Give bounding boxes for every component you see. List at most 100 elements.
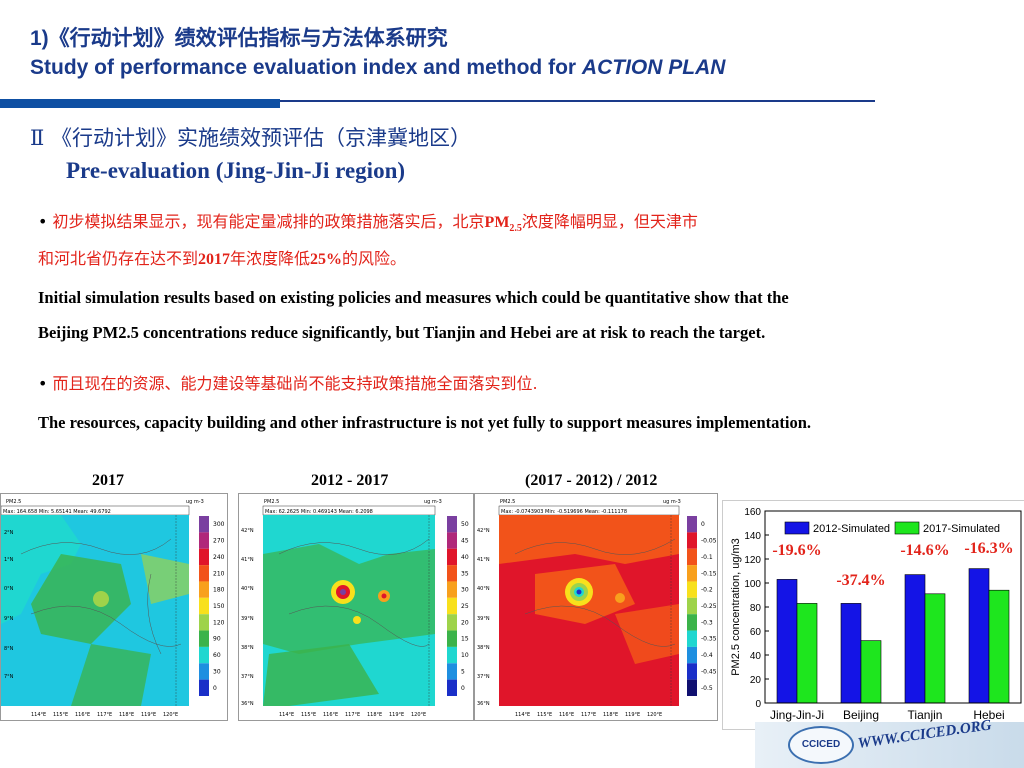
colorbar-swatch [687,565,697,582]
svg-text:39°N: 39°N [477,616,490,622]
colorbar-tick-label: -0.5 [701,685,713,692]
y-tick-label: 40 [750,651,762,662]
colorbar-tick-label: 60 [213,652,221,659]
svg-text:115°E: 115°E [537,712,552,718]
map-variable-label: PM2.5 [264,499,279,505]
colorbar-tick-label: -0.45 [701,668,717,675]
map-stats: Max: 62.2625 Min: 0.469143 Mean: 6.2098 [265,509,373,515]
svg-text:2°N: 2°N [4,530,14,536]
colorbar-swatch [447,597,457,615]
svg-text:120°E: 120°E [647,712,662,718]
logo-text: CCICED [801,739,841,750]
colorbar-tick-label: -0.05 [701,538,717,545]
colorbar-tick-label: 15 [461,636,469,643]
x-tick-label: Tianjin [908,708,943,722]
colorbar-relative: 0 -0.05 -0.1 -0.15 -0.2 -0.25 -0.3 -0.35 -0.4 -0.… [687,516,717,696]
y-tick-label: 20 [750,675,762,686]
colorbar-swatch [447,646,457,664]
colorbar-swatch [447,532,457,549]
map-panel-relative-change: PM2.5 ug m-3 Max: -0.0743903 Min: -0.519… [474,493,718,721]
svg-text:1°N: 1°N [4,557,14,563]
colorbar-tick-label: 180 [213,587,225,594]
colorbar-swatch [447,548,457,566]
bullet-1-en-line-1: Initial simulation results based on exis… [38,288,789,307]
svg-text:114°E: 114°E [279,712,294,718]
percent-change-annotation: -14.6% [900,542,949,559]
svg-text:41°N: 41°N [241,557,254,563]
legend-swatch [894,521,920,535]
svg-text:117°E: 117°E [97,712,112,718]
colorbar-tick-label: 30 [461,587,469,594]
colorbar-tick-label: 240 [213,554,225,561]
bullet-1-en-line-2: Beijing PM2.5 concentrations reduce sign… [38,323,766,342]
svg-text:39°N: 39°N [241,616,254,622]
svg-text:118°E: 118°E [119,712,134,718]
slide-title-en: Study of performance evaluation index an… [30,56,726,79]
colorbar-tick-label: -0.35 [701,636,717,643]
colorbar-swatch [199,532,209,549]
svg-text:8°N: 8°N [4,646,14,652]
chart-frame [764,510,1022,704]
map-relative-figure: PM2.5 ug m-3 Max: -0.0743903 Min: -0.519… [477,499,717,718]
bar-chart-panel: 0 20 40 60 80 100 120 140 160 Jing-Jin-Ji Beijing… [722,500,1024,730]
colorbar-tick-label: 35 [461,570,469,577]
map-label-difference: 2012 - 2017 [311,472,389,489]
svg-text:115°E: 115°E [301,712,316,718]
colorbar-swatch [199,581,209,598]
colorbar-swatch [447,516,457,533]
svg-text:38°N: 38°N [241,645,254,651]
title-rule-thick [0,99,280,108]
svg-text:9°N: 9°N [4,616,14,622]
svg-text:40°N: 40°N [477,586,490,592]
colorbar-swatch [687,532,697,549]
map-panel-2017: PM2.5 ug m-3 Max: 164.658 Min: 5.65141 M… [0,493,228,721]
svg-text:41°N: 41°N [477,557,490,563]
svg-text:114°E: 114°E [515,712,530,718]
colorbar-swatch [199,548,209,566]
colorbar-tick-label: 30 [213,668,221,675]
colorbar-swatch [199,630,209,647]
colorbar-swatch [199,565,209,582]
colorbar-swatch [199,679,209,696]
svg-text:120°E: 120°E [411,712,426,718]
y-tick-label: 160 [744,507,761,518]
y-tick-label: 140 [744,531,761,542]
colorbar-swatch [199,646,209,664]
cciced-logo: CCICED [788,726,854,764]
percent-change-annotation: -19.6% [772,542,821,559]
colorbar-swatch [687,614,697,631]
section-heading-en: Pre-evaluation (Jing-Jin-Ji region) [66,158,406,183]
x-tick-label: Hebei [973,708,1004,722]
colorbar-swatch [447,614,457,631]
slide-title-cn: 1)《行动计划》绩效评估指标与方法体系研究 [30,27,448,50]
colorbar-swatch [447,630,457,647]
colorbar-swatch [447,679,457,696]
colorbar-swatch [199,614,209,631]
colorbar-swatch [687,548,697,566]
bar-2012-simulated-beijing [840,603,862,704]
bar-2017-simulated-jing-jin-ji [796,603,818,704]
y-tick-label: 100 [744,579,761,590]
svg-text:0°N: 0°N [4,586,14,592]
bar-2012-simulated-tianjin [904,574,926,704]
colorbar-tick-label: 150 [213,603,225,610]
svg-text:115°E: 115°E [53,712,68,718]
colorbar-tick-label: -0.2 [701,587,713,594]
svg-text:118°E: 118°E [603,712,618,718]
svg-text:36°N: 36°N [241,701,254,707]
svg-text:42°N: 42°N [241,528,254,534]
y-tick-label: 120 [744,555,761,566]
percent-change-annotation: -16.3% [964,540,1013,557]
colorbar-tick-label: 300 [213,521,225,528]
svg-text:116°E: 116°E [559,712,574,718]
svg-text:36°N: 36°N [477,701,490,707]
bar-2012-simulated-jing-jin-ji [776,579,798,704]
colorbar-tick-label: -0.1 [701,554,713,561]
colorbar-tick-label: -0.3 [701,619,713,626]
map-label-relative-change: (2017 - 2012) / 2012 [525,472,658,489]
bar-2017-simulated-hebei [988,589,1010,704]
bar-2017-simulated-tianjin [924,593,946,704]
map-difference-figure: PM2.5 ug m-3 Max: 62.2625 Min: 0.469143 … [241,499,469,718]
svg-text:7°N: 7°N [4,674,14,680]
